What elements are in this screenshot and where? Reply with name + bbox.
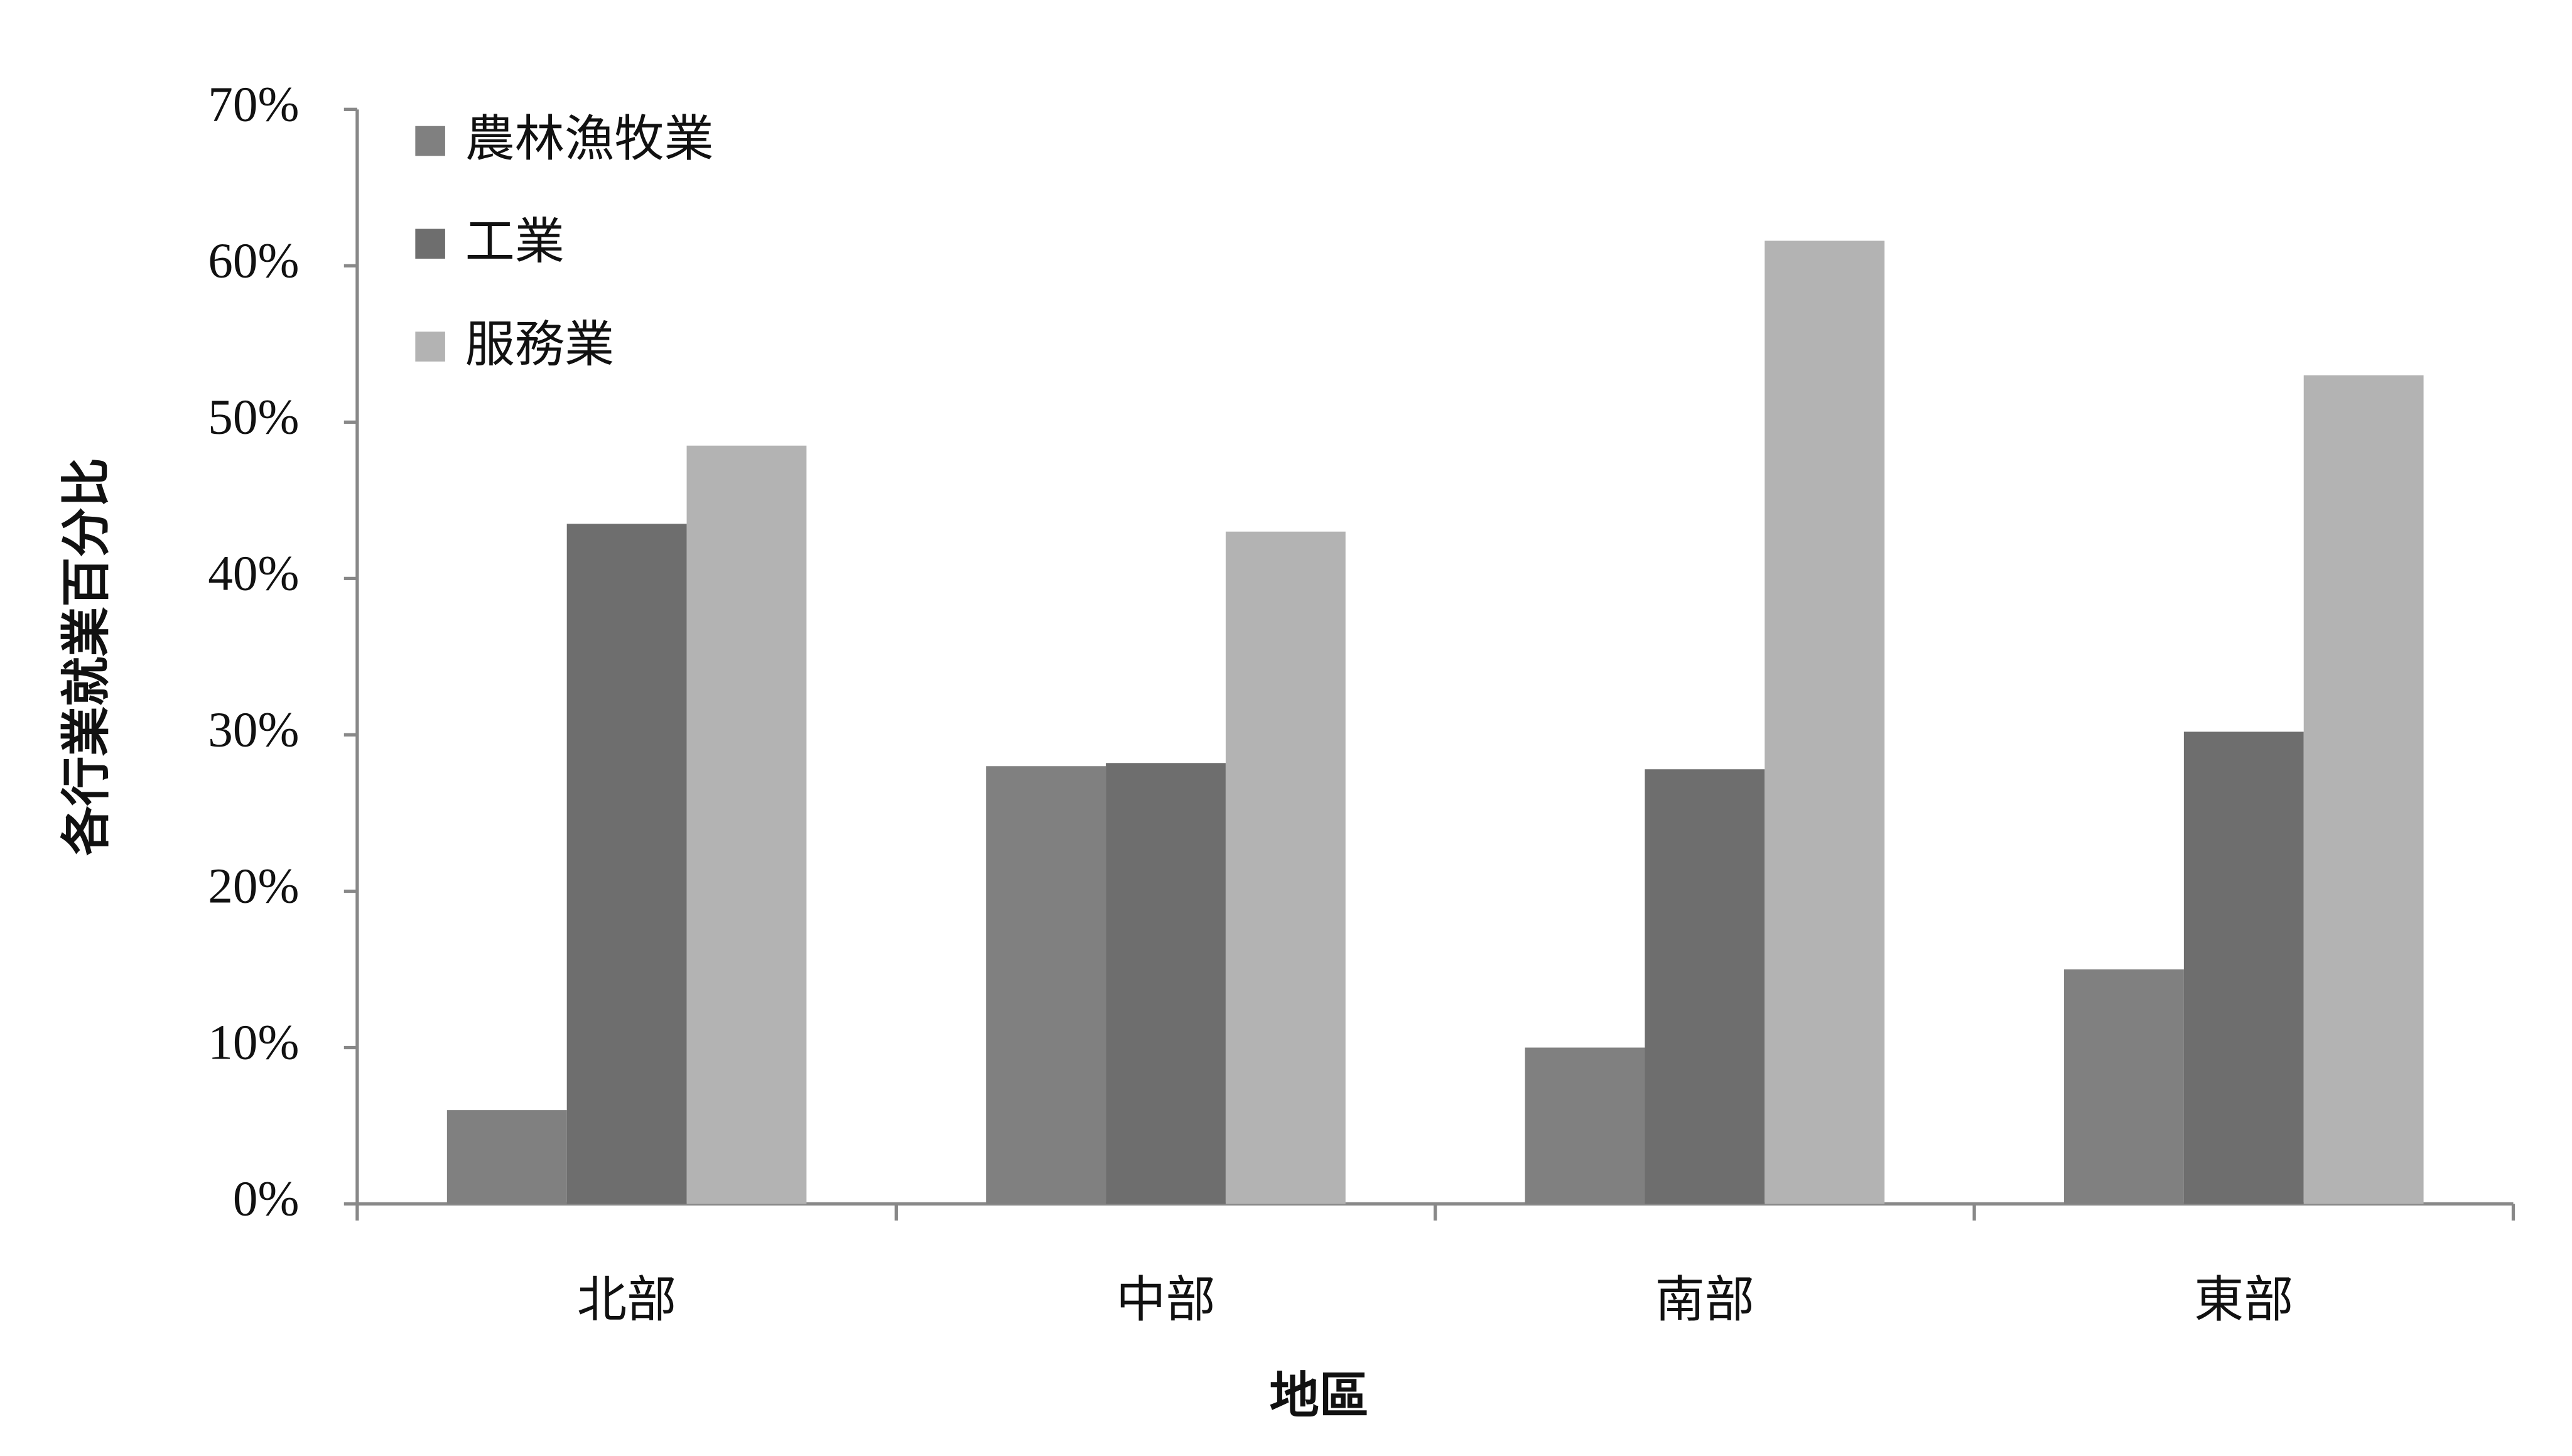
- bar: [446, 1110, 567, 1204]
- bar: [986, 766, 1106, 1204]
- y-tick-label: 50%: [208, 390, 299, 445]
- y-tick-label: 30%: [208, 703, 299, 758]
- bar: [566, 524, 687, 1204]
- y-tick-label: 70%: [208, 77, 299, 132]
- y-tick-label: 60%: [208, 234, 299, 289]
- x-tick-label: 南部: [1655, 1273, 1754, 1328]
- bar: [2064, 969, 2184, 1204]
- bar: [2183, 731, 2304, 1204]
- bar: [1645, 769, 1765, 1204]
- bar: [1525, 1047, 1645, 1204]
- y-tick-label: 0%: [233, 1172, 300, 1227]
- y-tick-label: 10%: [208, 1015, 299, 1070]
- x-axis-title: 地區: [1270, 1369, 1369, 1424]
- x-tick-label: 東部: [2194, 1273, 2293, 1328]
- bar: [1106, 763, 1226, 1204]
- legend-label: 工業: [465, 215, 565, 270]
- legend-swatch: [415, 126, 445, 156]
- legend-swatch: [415, 229, 445, 259]
- legend-swatch: [415, 332, 445, 362]
- bar: [686, 445, 807, 1204]
- y-tick-label: 20%: [208, 859, 299, 914]
- x-tick-label: 北部: [577, 1273, 676, 1328]
- bar: [1225, 531, 1346, 1204]
- y-tick-label: 40%: [208, 546, 299, 601]
- legend-label: 服務業: [465, 317, 615, 372]
- y-axis-title: 各行業就業百分比: [60, 458, 115, 856]
- x-tick-label: 中部: [1116, 1273, 1215, 1328]
- legend-label: 農林漁牧業: [465, 112, 714, 167]
- bar: [1764, 240, 1885, 1204]
- bar: [2303, 375, 2424, 1204]
